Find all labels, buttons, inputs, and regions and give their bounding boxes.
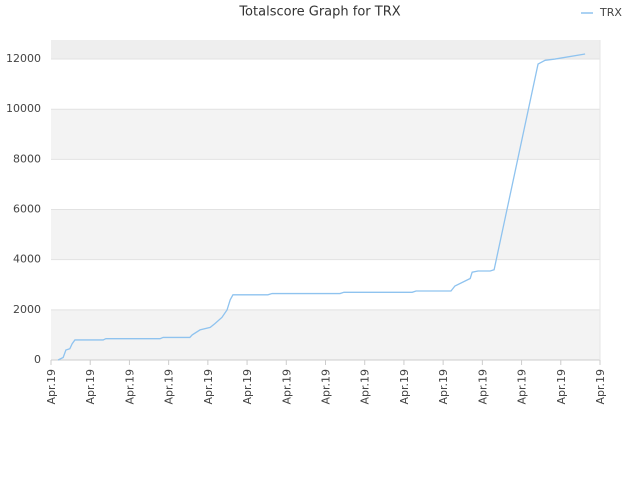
chart-title: Totalscore Graph for TRX: [238, 5, 400, 20]
x-tick-label: Apr.19: [516, 369, 529, 405]
x-tick-label: Apr.19: [555, 369, 568, 405]
legend-label: TRX: [599, 6, 622, 19]
y-tick-label: 12000: [6, 52, 41, 65]
x-tick-label: Apr.19: [280, 369, 293, 405]
data-line: [57, 53, 586, 361]
grid-band: [51, 259, 600, 310]
x-tick-label: Apr.19: [84, 369, 97, 405]
x-tick-label: Apr.19: [594, 369, 607, 405]
y-tick-label: 2000: [13, 303, 41, 316]
x-tick-label: Apr.19: [476, 369, 489, 405]
grid-band: [51, 159, 600, 210]
x-tick-label: Apr.19: [45, 369, 58, 405]
x-tick-label: Apr.19: [163, 369, 176, 405]
grid-band: [51, 59, 600, 110]
grid-bands: [51, 40, 600, 360]
grid-band: [51, 40, 600, 60]
grid-band: [51, 209, 600, 260]
x-tick-label: Apr.19: [123, 369, 136, 405]
grid-band: [51, 109, 600, 160]
y-tick-label: 10000: [6, 102, 41, 115]
x-tick-label: Apr.19: [241, 369, 254, 405]
x-tick-label: Apr.19: [320, 369, 333, 405]
x-tick-label: Apr.19: [437, 369, 450, 405]
grid-band: [51, 309, 600, 360]
x-tick-label: Apr.19: [202, 369, 215, 405]
x-tick-label: Apr.19: [398, 369, 411, 405]
y-tick-label: 6000: [13, 203, 41, 216]
y-tick-label: 8000: [13, 152, 41, 165]
y-tick-label: 0: [34, 353, 41, 366]
x-tick-label: Apr.19: [359, 369, 372, 405]
y-tick-label: 4000: [13, 253, 41, 266]
